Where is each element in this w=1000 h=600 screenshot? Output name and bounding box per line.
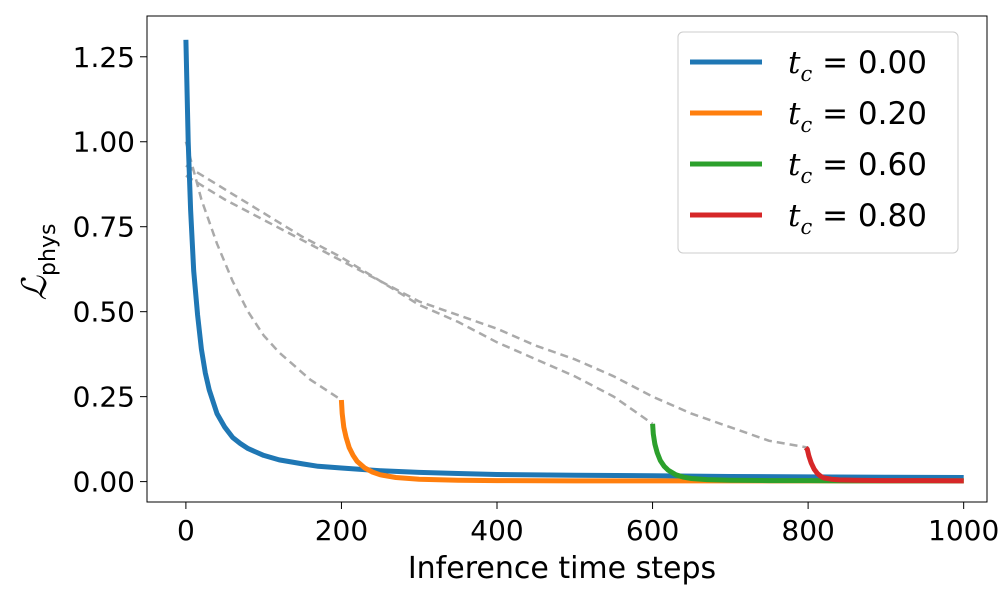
y-tick-label: 0.50	[73, 296, 135, 329]
y-tick-label: 0.75	[73, 211, 135, 244]
x-tick-label: 600	[626, 514, 679, 547]
x-axis: 0 200 400 600 800 1000	[177, 502, 999, 547]
dashed-trajectory-line-4	[184, 141, 343, 402]
series-line-2	[650, 423, 964, 484]
y-axis-label-sub: phys	[36, 224, 61, 276]
y-tick-label: 1.25	[73, 41, 135, 74]
x-axis-label: Inference time steps	[408, 551, 716, 586]
legend-box	[677, 31, 959, 254]
dashed-trajectory-line-5	[185, 164, 654, 425]
x-tick-label: 200	[315, 514, 368, 547]
y-axis-label: ℒphys	[15, 224, 61, 301]
y-axis: 0.00 0.25 0.50 0.75 1.00 1.25	[73, 41, 147, 499]
plot-frame	[146, 15, 988, 503]
y-tick-label: 1.00	[73, 126, 135, 159]
series-layer	[183, 39, 964, 484]
x-tick-label: 800	[781, 514, 834, 547]
series-line-0	[183, 39, 964, 480]
legend-label-0: tc = 0.00	[788, 45, 927, 86]
x-tick-label: 1000	[928, 514, 999, 547]
y-tick-label: 0.25	[73, 381, 135, 414]
y-tick-label: 0.00	[73, 466, 135, 499]
series-line-3	[803, 445, 964, 484]
y-axis-label-main: ℒ	[15, 274, 55, 300]
x-tick-label: 0	[177, 514, 195, 547]
dashed-trajectory-line-6	[185, 174, 809, 449]
legend-label-2: tc = 0.60	[788, 147, 927, 188]
legend-label-1: tc = 0.20	[788, 96, 927, 137]
legend: tc = 0.00 tc = 0.20 tc = 0.60 tc = 0.80	[677, 31, 959, 254]
x-tick-label: 400	[470, 514, 523, 547]
legend-label-3: tc = 0.80	[788, 198, 927, 239]
